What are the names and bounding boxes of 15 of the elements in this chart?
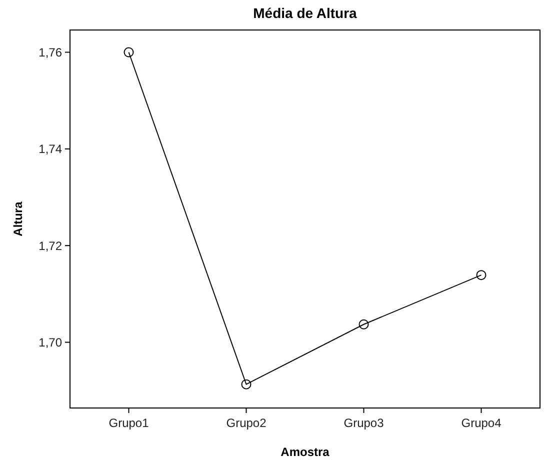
- y-tick-label: 1,74: [38, 142, 62, 156]
- x-tick-label: Grupo3: [344, 416, 384, 430]
- point: [476, 270, 486, 280]
- chart-title: Média de Altura: [253, 5, 358, 21]
- x-axis-title: Amostra: [280, 445, 330, 459]
- y-tick-label: 1,72: [38, 238, 62, 253]
- x-tick-label: Grupo2: [226, 416, 267, 430]
- point: [241, 379, 252, 390]
- point: [124, 47, 134, 58]
- x-tick-label: Grupo4: [461, 416, 502, 430]
- y-tick-label: 1,70: [38, 335, 62, 350]
- point: [358, 319, 369, 330]
- x-tick-label: Grupo1: [108, 416, 150, 430]
- y-axis-title: Altura: [11, 201, 25, 236]
- y-tick-label: 1,76: [38, 45, 62, 60]
